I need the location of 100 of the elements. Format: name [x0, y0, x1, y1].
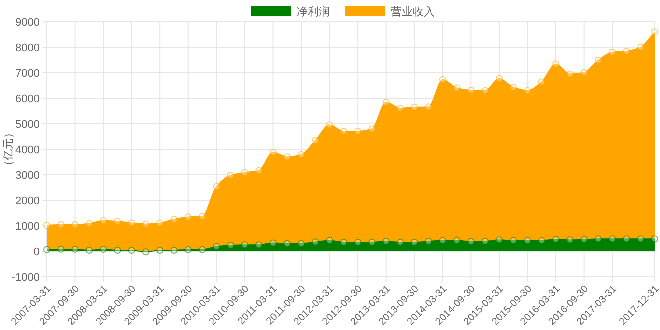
- point: [368, 238, 376, 246]
- y-tick-label: 6000: [16, 94, 40, 106]
- point: [510, 84, 518, 92]
- legend-label: 净利润: [297, 6, 330, 18]
- point: [552, 236, 560, 244]
- point: [354, 128, 362, 136]
- point: [156, 246, 164, 254]
- point: [425, 104, 432, 111]
- point: [652, 28, 658, 36]
- point: [623, 236, 630, 243]
- point: [312, 137, 320, 144]
- point: [270, 149, 277, 156]
- point: [270, 240, 277, 247]
- point: [609, 236, 616, 243]
- point: [340, 128, 348, 136]
- point: [114, 246, 122, 254]
- point: [114, 218, 122, 226]
- point: [482, 238, 489, 246]
- point: [284, 154, 291, 161]
- point: [538, 237, 546, 244]
- point: [44, 222, 50, 229]
- point: [326, 237, 334, 244]
- point: [128, 220, 136, 227]
- point: [482, 87, 489, 94]
- point: [425, 238, 432, 246]
- point: [184, 214, 192, 221]
- point: [72, 246, 79, 253]
- point: [396, 104, 404, 112]
- y-tick-label: 9000: [16, 17, 40, 29]
- point: [170, 216, 178, 223]
- point: [439, 237, 446, 244]
- point: [184, 246, 192, 254]
- point: [227, 172, 234, 180]
- point: [128, 246, 136, 254]
- legend-label: 营业收入: [391, 6, 435, 18]
- point: [594, 57, 602, 64]
- y-tick-label: 4000: [16, 144, 40, 156]
- point: [241, 169, 248, 176]
- point: [256, 167, 263, 174]
- y-tick-label: 3000: [16, 170, 40, 182]
- point: [86, 220, 93, 228]
- point: [354, 238, 362, 246]
- y-tick-label: 2000: [16, 196, 40, 208]
- y-tick-label: 8000: [16, 42, 40, 54]
- point: [284, 240, 291, 248]
- point: [510, 237, 518, 244]
- point: [213, 183, 220, 190]
- point: [100, 217, 108, 224]
- point: [227, 242, 234, 250]
- point: [72, 221, 79, 228]
- point: [86, 246, 93, 254]
- point: [411, 238, 418, 246]
- point: [580, 236, 588, 244]
- point: [524, 87, 532, 94]
- point: [594, 236, 602, 243]
- point: [213, 243, 220, 250]
- point: [652, 236, 658, 243]
- point: [637, 236, 644, 243]
- point: [623, 48, 630, 55]
- point: [538, 78, 546, 86]
- point: [142, 220, 150, 228]
- point: [326, 122, 334, 129]
- point: [496, 75, 503, 82]
- point: [241, 242, 248, 249]
- point: [256, 242, 263, 249]
- y-tick-label: 7000: [16, 68, 40, 80]
- point: [142, 248, 150, 256]
- y-tick-label: 1000: [16, 221, 40, 233]
- y-tick-label: 0: [34, 246, 40, 258]
- point: [199, 246, 206, 254]
- point: [524, 237, 532, 244]
- point: [382, 98, 390, 106]
- y-axis-title: （亿元）: [3, 128, 15, 172]
- point: [454, 84, 461, 92]
- point: [496, 236, 503, 244]
- point: [100, 246, 108, 253]
- point: [454, 237, 461, 244]
- point: [396, 238, 404, 246]
- point: [156, 220, 164, 227]
- y-tick-label: -1000: [12, 272, 40, 284]
- point: [580, 69, 588, 76]
- point: [566, 236, 574, 244]
- point: [382, 238, 390, 246]
- point: [58, 221, 65, 228]
- point: [312, 238, 320, 246]
- y-tick-label: 5000: [16, 119, 40, 131]
- point: [199, 213, 206, 220]
- point: [368, 126, 376, 133]
- point: [340, 238, 348, 246]
- point: [411, 104, 418, 111]
- point: [170, 246, 178, 254]
- point: [58, 246, 65, 253]
- point: [609, 48, 616, 56]
- point: [468, 86, 475, 94]
- point: [298, 240, 306, 248]
- point: [468, 238, 475, 246]
- point: [439, 76, 446, 84]
- point: [637, 44, 644, 51]
- point: [552, 60, 560, 68]
- point: [566, 70, 574, 78]
